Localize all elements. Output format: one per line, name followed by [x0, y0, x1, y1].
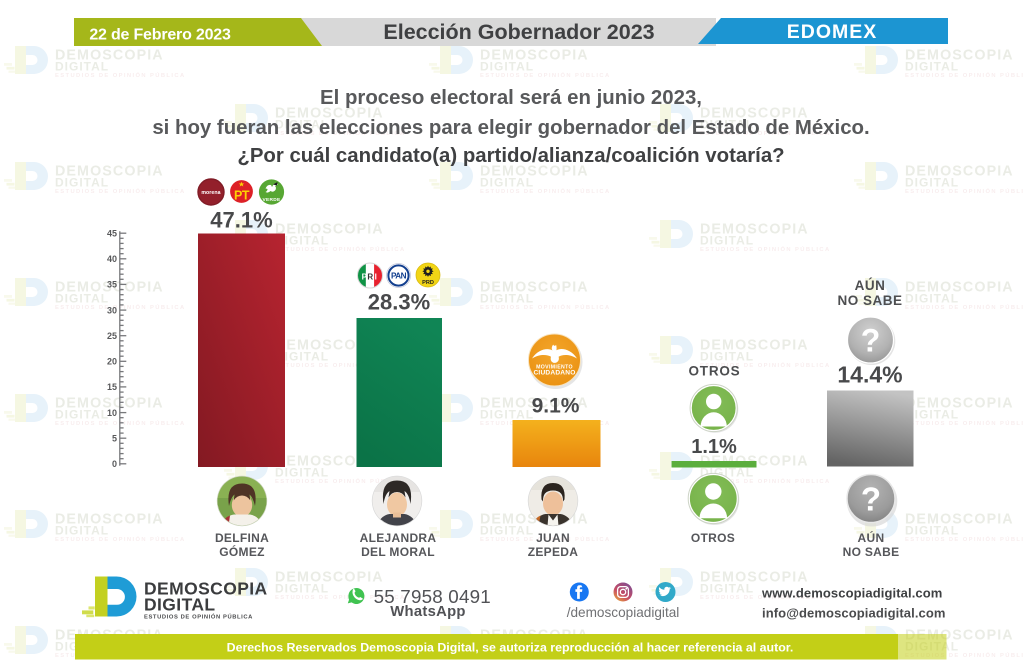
svg-text:CIUDADANO: CIUDADANO: [533, 370, 575, 377]
svg-text:JUAN: JUAN: [536, 531, 570, 545]
svg-text:VERDE: VERDE: [262, 197, 281, 203]
svg-text:P: P: [362, 272, 368, 281]
svg-text:PRD: PRD: [422, 280, 434, 286]
svg-text:¿Por cuál candidato(a) partido: ¿Por cuál candidato(a) partido/alianza/c…: [237, 145, 784, 167]
svg-text:DELFINA: DELFINA: [215, 531, 269, 545]
svg-text:55 7958 0491: 55 7958 0491: [374, 586, 491, 607]
svg-text:20: 20: [107, 357, 117, 367]
svg-text:9.1%: 9.1%: [532, 395, 580, 418]
svg-text:0: 0: [112, 459, 117, 469]
svg-text:info@demoscopiadigital.com: info@demoscopiadigital.com: [762, 605, 946, 620]
svg-text:PAN: PAN: [391, 272, 407, 281]
svg-text:NO SABE: NO SABE: [843, 545, 900, 559]
svg-text:PT: PT: [234, 189, 250, 203]
svg-text:DEMOSCOPIA: DEMOSCOPIA: [144, 579, 268, 599]
svg-text:ALEJANDRA: ALEJANDRA: [360, 531, 437, 545]
svg-text:28.3%: 28.3%: [368, 290, 430, 315]
svg-text:morena: morena: [201, 190, 220, 196]
svg-text:5: 5: [112, 433, 117, 443]
svg-text:?: ?: [861, 323, 881, 359]
svg-text:22 de Febrero 2023: 22 de Febrero 2023: [89, 27, 231, 44]
svg-text:14.4%: 14.4%: [837, 362, 902, 388]
svg-text:R: R: [367, 272, 373, 281]
svg-text:I: I: [375, 272, 377, 281]
svg-text:si hoy fueran las elecciones p: si hoy fueran las elecciones para elegir…: [152, 117, 869, 139]
svg-text:10: 10: [107, 408, 117, 418]
svg-text:1.1%: 1.1%: [691, 436, 737, 458]
svg-text:30: 30: [107, 305, 117, 315]
svg-text:WhatsApp: WhatsApp: [390, 604, 466, 620]
svg-text:47.1%: 47.1%: [210, 208, 272, 233]
svg-text:45: 45: [107, 228, 117, 238]
svg-text:/demoscopiadigital: /demoscopiadigital: [567, 605, 680, 620]
svg-text:ESTUDIOS DE OPINIÓN PÚBLICA: ESTUDIOS DE OPINIÓN PÚBLICA: [144, 612, 253, 620]
svg-text:NO SABE: NO SABE: [837, 293, 902, 308]
svg-text:40: 40: [107, 254, 117, 264]
svg-text:GÓMEZ: GÓMEZ: [219, 544, 265, 559]
svg-text:Derechos Reservados Demoscopia: Derechos Reservados Demoscopia Digital, …: [227, 641, 794, 655]
svg-text:ZEPEDA: ZEPEDA: [528, 545, 579, 559]
svg-text:15: 15: [107, 382, 117, 392]
svg-text:OTROS: OTROS: [688, 364, 740, 379]
svg-text:OTROS: OTROS: [691, 531, 735, 545]
svg-text:AÚN: AÚN: [855, 278, 886, 293]
svg-text:El proceso electoral será en j: El proceso electoral será en junio 2023,: [320, 87, 702, 109]
svg-text:35: 35: [107, 280, 117, 290]
svg-text:?: ?: [861, 481, 881, 518]
svg-text:25: 25: [107, 331, 117, 341]
svg-text:www.demoscopiadigital.com: www.demoscopiadigital.com: [761, 586, 942, 601]
svg-text:EDOMEX: EDOMEX: [787, 21, 878, 43]
svg-text:MOVIMIENTO: MOVIMIENTO: [536, 364, 573, 370]
svg-text:DEL MORAL: DEL MORAL: [361, 545, 435, 559]
svg-text:AÚN: AÚN: [858, 530, 885, 545]
svg-text:Elección Gobernador 2023: Elección Gobernador 2023: [383, 20, 654, 44]
svg-text:DIGITAL: DIGITAL: [144, 595, 216, 615]
